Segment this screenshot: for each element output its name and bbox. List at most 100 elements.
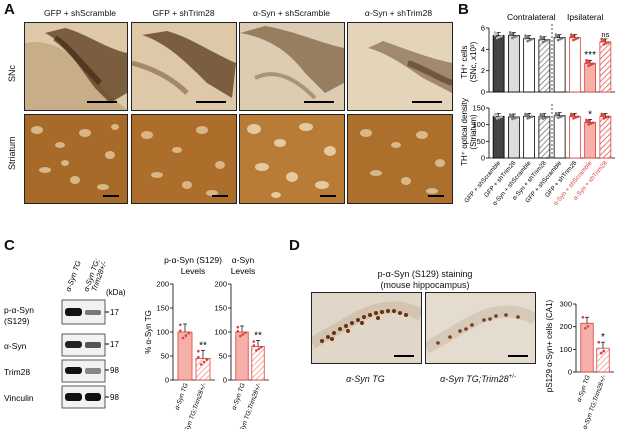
data-point <box>526 113 529 117</box>
data-point <box>511 114 514 118</box>
bar <box>584 62 597 93</box>
bar <box>235 331 249 381</box>
data-point <box>511 36 514 40</box>
data-point <box>587 119 590 123</box>
data-point <box>184 334 188 337</box>
y-tick-label: 0 <box>481 88 485 97</box>
y-tick-label: 100 <box>472 120 485 129</box>
y-tick-label: 200 <box>559 322 572 331</box>
bar <box>584 121 597 159</box>
marker-1: 17 <box>110 308 119 317</box>
data-point <box>602 43 606 46</box>
d-caption-left: α-Syn TG <box>346 374 385 384</box>
hippocampus-image-2 <box>425 292 536 364</box>
data-point <box>526 35 529 39</box>
data-point <box>500 34 503 38</box>
data-point <box>493 114 497 118</box>
data-point <box>495 117 499 120</box>
data-point <box>179 329 182 333</box>
ipsilateral-label: Ipsilateral <box>567 12 603 22</box>
y-tick-label: 100 <box>559 345 572 354</box>
data-point <box>515 116 519 119</box>
significance-label: ** <box>254 330 262 341</box>
scale-bar <box>320 195 336 197</box>
bar <box>538 116 551 159</box>
data-point <box>556 113 560 116</box>
marker-4: 98 <box>110 393 119 402</box>
data-point <box>539 37 543 41</box>
data-point <box>197 355 200 359</box>
data-point <box>236 329 240 333</box>
y-tick-label: 0 <box>568 368 572 377</box>
bar <box>538 39 551 93</box>
data-point <box>513 35 516 39</box>
y-tick-label: 50 <box>219 352 227 361</box>
panel-b-charts: Contralateral Ipsilateral TH⁺ cells (SNc… <box>460 12 615 207</box>
striatum-image-4 <box>347 114 453 204</box>
data-point <box>179 323 182 327</box>
data-point <box>572 113 575 117</box>
data-point <box>587 64 590 67</box>
panel-d-chart: pS129 α-Syn+ cells (CA1) 0 100 200 300 * α-Sy… <box>545 299 614 429</box>
scale-bar <box>428 195 444 197</box>
data-point <box>493 33 497 37</box>
data-point <box>530 115 534 119</box>
data-point <box>586 324 590 328</box>
panel-c-charts: p-α-Syn (S129) Levels α-Syn Levels % α-S… <box>144 255 269 429</box>
y-tick-label: 100 <box>156 328 169 337</box>
data-point <box>524 112 527 116</box>
data-point <box>591 62 595 65</box>
data-point <box>602 117 606 120</box>
data-point <box>236 325 240 329</box>
b1-ylabel-1: TH⁺ cells <box>460 45 469 78</box>
data-point <box>585 120 588 124</box>
blot-label-trim28: Trim28 <box>4 367 30 377</box>
data-point <box>569 35 573 39</box>
significance-label: * <box>601 332 605 343</box>
d-caption-right-sup: +/- <box>508 374 516 380</box>
data-point <box>597 340 601 344</box>
data-point <box>576 36 580 40</box>
data-point <box>498 116 501 119</box>
x-category-label: α-Syn TG <box>174 382 190 411</box>
data-point <box>572 38 575 42</box>
data-point <box>526 39 529 43</box>
data-point <box>602 39 606 42</box>
scale-bar <box>394 355 414 357</box>
condition-title-2: GFP + shTrim28 <box>152 8 215 18</box>
data-point <box>260 345 263 349</box>
y-tick-label: 0 <box>481 154 485 163</box>
b1-ylabel-2: (SNc, x10³) <box>469 41 478 82</box>
data-point <box>255 349 258 352</box>
d-ylabel: pS129 α-Syn+ cells (CA1) <box>545 299 554 392</box>
x-category-label: α-Syn TG <box>576 374 592 403</box>
contralateral-label: Contralateral <box>507 12 556 22</box>
data-point <box>528 116 532 119</box>
condition-title-4: α-Syn + shTrim28 <box>364 8 433 18</box>
data-point <box>205 358 209 361</box>
data-point <box>493 112 497 116</box>
data-point <box>587 60 590 63</box>
data-point <box>584 326 587 330</box>
snc-image-4 <box>347 22 453 111</box>
bar <box>599 41 612 93</box>
bar <box>523 38 536 93</box>
bar <box>596 347 610 373</box>
data-point <box>187 331 191 335</box>
scale-bar <box>508 355 528 357</box>
data-point <box>569 114 573 118</box>
data-point <box>181 336 185 340</box>
data-point <box>554 35 558 39</box>
data-point <box>585 58 588 62</box>
data-point <box>508 33 512 37</box>
panel-d-letter: D <box>289 237 300 254</box>
d-caption-right-wrap: α-Syn TG;Trim28+/- <box>416 374 540 384</box>
striatum-image-1 <box>24 114 128 204</box>
data-point <box>554 111 558 115</box>
data-point <box>541 36 545 40</box>
bar <box>251 346 265 381</box>
bar <box>568 115 581 159</box>
bar <box>507 35 520 93</box>
data-point <box>539 114 543 118</box>
bar <box>553 115 566 159</box>
